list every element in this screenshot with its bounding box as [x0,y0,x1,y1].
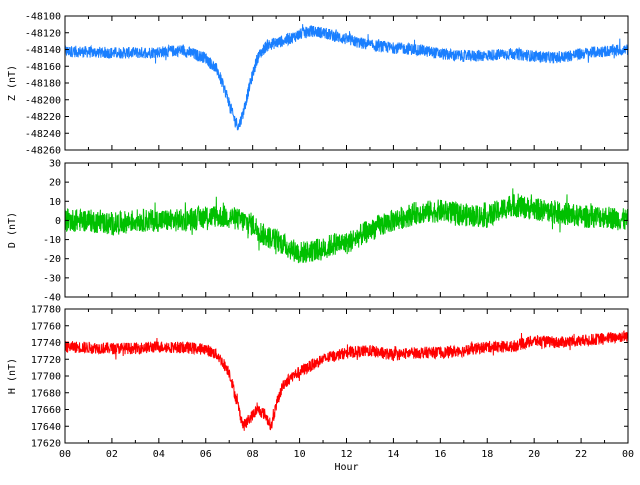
y-tick-label: -48120 [25,28,61,39]
y-tick-label: -48100 [25,12,61,23]
x-tick-label: 00 [622,449,634,460]
x-tick-label: 04 [153,449,165,460]
y-axis-label-panel-1: Z (nT) [7,65,18,101]
y-axis-label-panel-3: H (nT) [7,358,18,394]
y-tick-label: -48240 [25,129,61,140]
x-tick-label: 16 [434,449,446,460]
x-tick-label: 00 [59,449,71,460]
y-tick-label: 30 [49,159,61,170]
y-tick-label: -20 [43,254,61,265]
y-tick-label: -48180 [25,79,61,90]
y-tick-label: -48260 [25,146,61,157]
series-line-panel-3-1 [64,330,629,431]
x-tick-label: 20 [528,449,540,460]
panel-2-frame [64,162,629,298]
x-tick-label: 06 [200,449,212,460]
y-axis-label-panel-2: D (nT) [7,212,18,248]
y-tick-label: -40 [43,293,61,304]
y-tick-label: 17720 [31,355,61,366]
y-tick-label: 17700 [31,372,61,383]
y-tick-label: -48140 [25,45,61,56]
y-tick-label: 17780 [31,305,61,316]
y-tick-label: 17760 [31,321,61,332]
y-tick-label: 17680 [31,388,61,399]
x-tick-label: 18 [481,449,493,460]
x-tick-label: 02 [106,449,118,460]
y-tick-label: -48200 [25,95,61,106]
series-line-panel-2-1 [64,188,629,264]
y-tick-label: 17740 [31,338,61,349]
y-tick-label: 20 [49,178,61,189]
x-tick-label: 22 [575,449,587,460]
x-tick-label: 12 [340,449,352,460]
y-tick-label: 17640 [31,422,61,433]
x-tick-label: 08 [247,449,259,460]
series-line-panel-1-1 [64,24,629,131]
y-tick-label: -30 [43,273,61,284]
x-tick-label: 10 [294,449,306,460]
y-tick-label: -48160 [25,62,61,73]
x-tick-label: 14 [387,449,399,460]
y-tick-label: -10 [43,235,61,246]
y-tick-label: 0 [55,216,61,227]
panel-3-frame [64,308,629,444]
x-axis-label: Hour [334,462,358,473]
y-tick-label: 10 [49,197,61,208]
y-tick-label: -48220 [25,112,61,123]
y-tick-label: 17620 [31,439,61,450]
y-tick-label: 17660 [31,405,61,416]
